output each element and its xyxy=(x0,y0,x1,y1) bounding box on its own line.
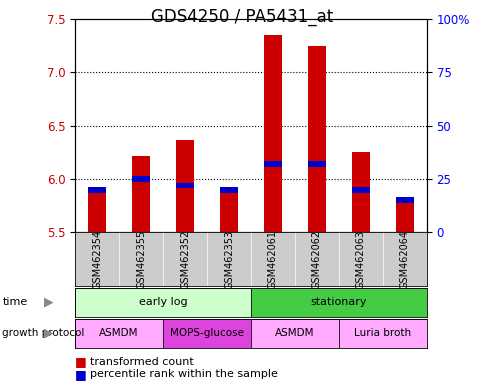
Text: MOPS-glucose: MOPS-glucose xyxy=(170,328,243,338)
Text: ■: ■ xyxy=(75,368,87,381)
Bar xyxy=(220,187,237,193)
Text: GSM462062: GSM462062 xyxy=(311,230,321,289)
Text: ASMDM: ASMDM xyxy=(99,328,138,338)
Bar xyxy=(351,187,369,193)
Text: GSM462063: GSM462063 xyxy=(355,230,365,289)
Bar xyxy=(251,288,426,317)
Bar xyxy=(176,182,194,189)
Bar xyxy=(220,190,237,232)
Bar xyxy=(338,319,426,348)
Bar xyxy=(395,197,413,203)
Bar xyxy=(307,46,325,232)
Bar xyxy=(132,156,150,232)
Bar xyxy=(75,319,163,348)
Text: stationary: stationary xyxy=(310,297,366,308)
Text: GDS4250 / PA5431_at: GDS4250 / PA5431_at xyxy=(151,8,333,26)
Text: GSM462352: GSM462352 xyxy=(180,230,190,289)
Text: GSM462353: GSM462353 xyxy=(224,230,233,289)
Text: ▶: ▶ xyxy=(44,327,53,339)
Text: percentile rank within the sample: percentile rank within the sample xyxy=(90,369,277,379)
Bar xyxy=(132,176,150,182)
Bar xyxy=(88,187,106,193)
Text: growth protocol: growth protocol xyxy=(2,328,85,338)
Bar xyxy=(264,35,281,232)
Bar xyxy=(176,140,194,232)
Text: GSM462064: GSM462064 xyxy=(399,230,409,289)
Bar xyxy=(395,198,413,232)
Bar xyxy=(251,319,338,348)
Bar xyxy=(351,152,369,232)
Bar xyxy=(75,288,251,317)
Text: early log: early log xyxy=(138,297,187,308)
Text: GSM462354: GSM462354 xyxy=(92,230,102,289)
Text: ■: ■ xyxy=(75,355,87,368)
Text: transformed count: transformed count xyxy=(90,357,193,367)
Text: ▶: ▶ xyxy=(44,296,53,309)
Text: time: time xyxy=(2,297,28,308)
Text: GSM462061: GSM462061 xyxy=(268,230,277,289)
Bar xyxy=(88,187,106,232)
Bar xyxy=(163,319,251,348)
Text: ASMDM: ASMDM xyxy=(274,328,314,338)
Bar xyxy=(307,161,325,167)
Text: GSM462355: GSM462355 xyxy=(136,230,146,289)
Text: Luria broth: Luria broth xyxy=(353,328,410,338)
Bar xyxy=(264,161,281,167)
